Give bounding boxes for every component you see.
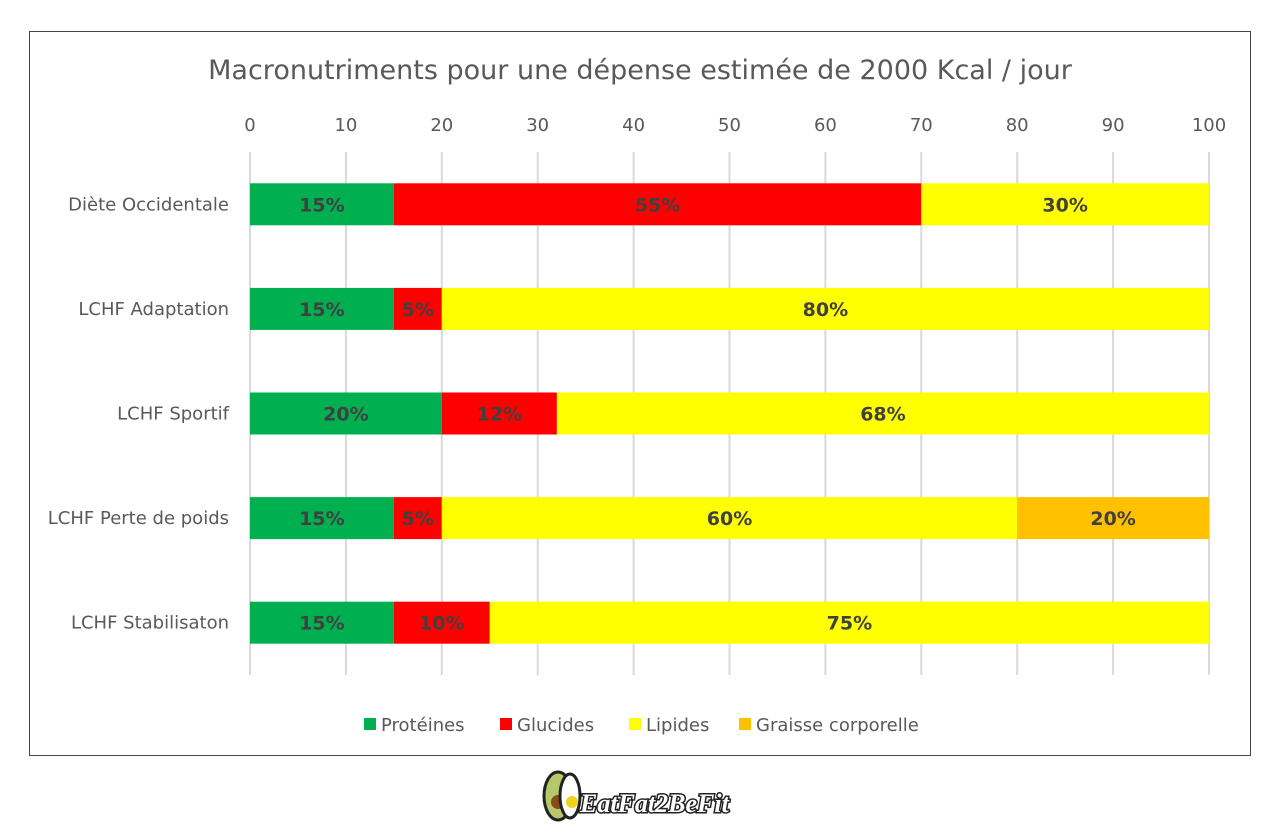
x-axis-ticks: 0 10 20 30 40 50 60 70 80 90 100	[244, 115, 1226, 136]
bar-segment	[393, 601, 490, 644]
data-label: 20%	[1090, 508, 1135, 530]
x-tick-label: 30	[526, 115, 549, 136]
data-label: 5%	[402, 299, 434, 321]
bar-segment	[441, 497, 1018, 540]
x-tick-label: 60	[814, 115, 837, 136]
bar-segment	[393, 287, 442, 330]
bar-segment	[250, 497, 394, 540]
eatfat2befit-logo: EatFat2BeFit	[542, 770, 731, 822]
bars: 15% 55% 30% 15% 5% 80% 20% 12% 68% 15% 5% 60% 20% 15%…	[250, 183, 1209, 644]
bar-segment	[250, 287, 394, 330]
legend-label: Protéines	[381, 715, 465, 736]
data-label: 20%	[323, 404, 368, 426]
bar-segment	[250, 183, 394, 226]
legend-label: Graisse corporelle	[756, 715, 919, 736]
legend-swatch	[364, 718, 376, 730]
svg-text:EatFat2BeFit: EatFat2BeFit	[579, 789, 730, 818]
x-tick-label: 70	[910, 115, 933, 136]
data-label: 5%	[402, 508, 434, 530]
y-category-label: LCHF Sportif	[117, 404, 230, 425]
x-tick-label: 100	[1192, 115, 1226, 136]
bar-segment	[250, 392, 442, 435]
legend-swatch	[629, 718, 641, 730]
x-tick-label: 80	[1006, 115, 1029, 136]
bar-segment	[1017, 497, 1209, 540]
x-tick-label: 10	[334, 115, 357, 136]
bar-segment	[441, 392, 557, 435]
data-label: 12%	[477, 404, 522, 426]
chart-frame	[29, 31, 1251, 756]
data-label: 60%	[707, 508, 752, 530]
bar-segment	[393, 497, 442, 540]
bar-segment	[393, 183, 922, 226]
chart-title: Macronutriments pour une dépense estimée…	[208, 55, 1073, 86]
legend: Protéines Glucides Lipides Graisse corporel…	[364, 715, 919, 736]
y-category-label: Diète Occidentale	[68, 194, 229, 215]
y-category-label: LCHF Perte de poids	[48, 508, 229, 529]
legend-label: Glucides	[517, 715, 594, 736]
data-label: 30%	[1042, 194, 1087, 216]
x-tick-label: 20	[430, 115, 453, 136]
data-label: 55%	[635, 194, 680, 216]
data-label: 15%	[299, 299, 344, 321]
data-label: 75%	[827, 613, 872, 635]
bar-segment	[921, 183, 1209, 226]
data-label: 15%	[299, 194, 344, 216]
data-label: 15%	[299, 508, 344, 530]
bar-segment	[556, 392, 1209, 435]
x-tick-label: 50	[718, 115, 741, 136]
bar-segment	[489, 601, 1209, 644]
x-tick-label: 90	[1102, 115, 1125, 136]
data-label: 80%	[803, 299, 848, 321]
y-axis-categories: Diète Occidentale LCHF Adaptation LCHF Spo…	[48, 194, 230, 633]
bar-segment	[250, 601, 394, 644]
y-category-label: LCHF Adaptation	[78, 299, 229, 320]
legend-label: Lipides	[646, 715, 709, 736]
data-label: 10%	[419, 613, 464, 635]
data-label: 68%	[860, 404, 905, 426]
x-tick-label: 40	[622, 115, 645, 136]
legend-swatch	[739, 718, 751, 730]
data-label: 15%	[299, 613, 344, 635]
bar-segment	[441, 287, 1209, 330]
y-category-label: LCHF Stabilisaton	[71, 613, 229, 634]
legend-swatch	[500, 718, 512, 730]
x-tick-label: 0	[244, 115, 255, 136]
